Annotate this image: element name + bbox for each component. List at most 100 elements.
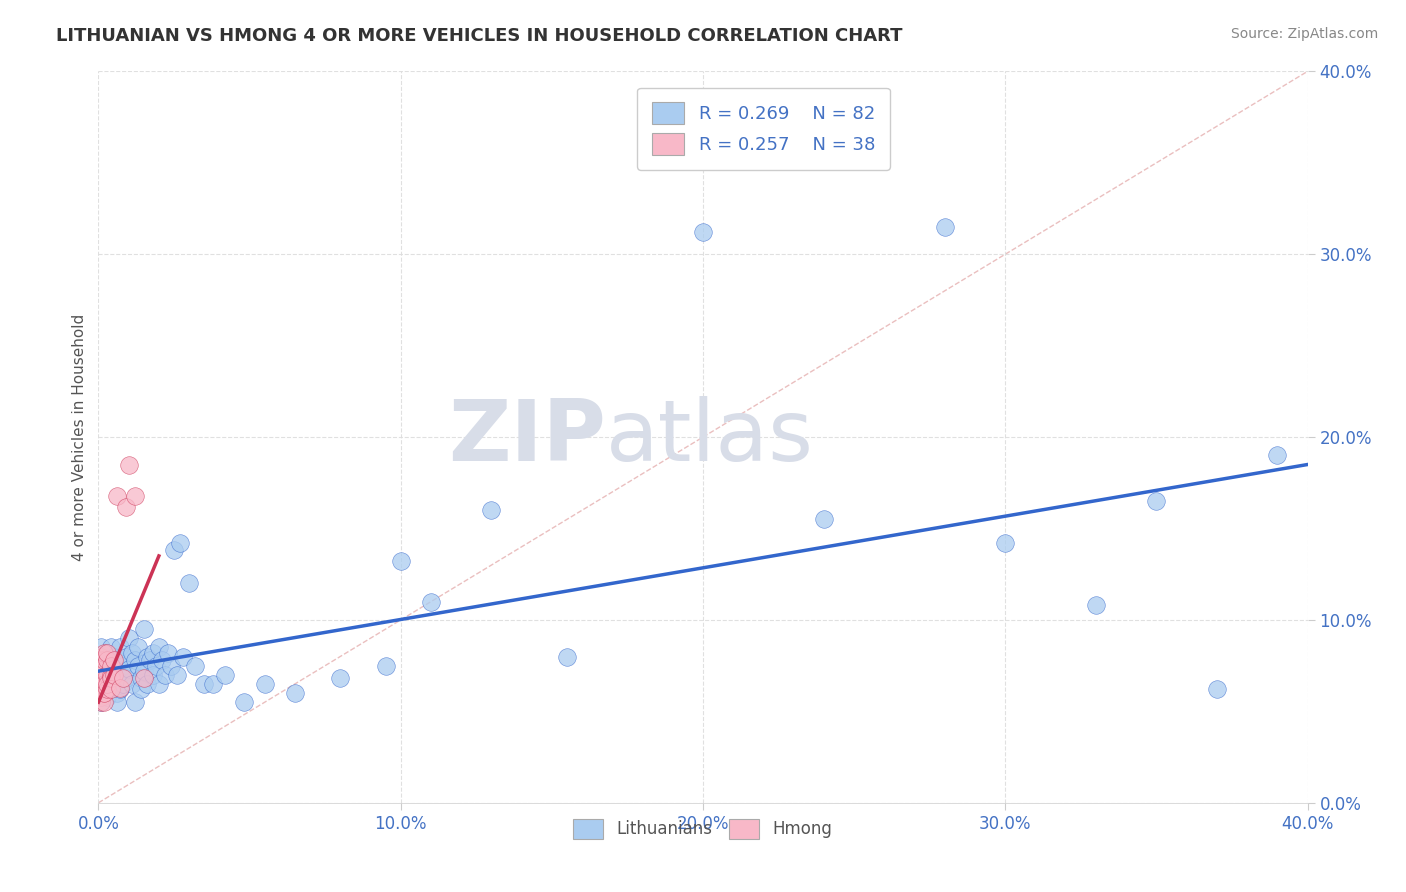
Point — [118, 662, 141, 676]
Point — [90, 695, 112, 709]
Point — [111, 677, 134, 691]
Point — [90, 649, 112, 664]
Point — [96, 677, 118, 691]
Point — [160, 658, 183, 673]
Text: Source: ZipAtlas.com: Source: ZipAtlas.com — [1230, 27, 1378, 41]
Point — [90, 658, 112, 673]
Point — [93, 672, 115, 686]
Point — [114, 500, 136, 514]
Point — [118, 458, 141, 472]
Point — [813, 512, 835, 526]
Point — [145, 658, 167, 673]
Point — [108, 640, 131, 655]
Point — [103, 667, 125, 681]
Point — [124, 489, 146, 503]
Point — [90, 695, 112, 709]
Point — [555, 649, 578, 664]
Point — [105, 686, 128, 700]
Point — [420, 594, 443, 608]
Point — [127, 640, 149, 655]
Point — [103, 667, 125, 681]
Point — [93, 649, 115, 664]
Point — [108, 667, 131, 681]
Point — [166, 667, 188, 681]
Point — [100, 658, 122, 673]
Point — [90, 653, 112, 667]
Point — [124, 653, 146, 667]
Point — [100, 672, 122, 686]
Point — [934, 219, 956, 234]
Point — [1267, 448, 1289, 462]
Point — [93, 653, 115, 667]
Point — [100, 658, 122, 673]
Point — [105, 653, 128, 667]
Point — [100, 640, 122, 655]
Point — [118, 632, 141, 646]
Point — [93, 681, 115, 695]
Point — [93, 664, 115, 678]
Point — [105, 489, 128, 503]
Point — [114, 672, 136, 686]
Point — [93, 695, 115, 709]
Point — [103, 677, 125, 691]
Point — [96, 667, 118, 681]
Point — [93, 672, 115, 686]
Point — [93, 686, 115, 700]
Point — [96, 653, 118, 667]
Point — [142, 667, 165, 681]
Point — [153, 667, 176, 681]
Point — [132, 672, 155, 686]
Point — [179, 576, 201, 591]
Point — [232, 695, 254, 709]
Point — [172, 649, 194, 664]
Point — [994, 536, 1017, 550]
Point — [156, 646, 179, 660]
Point — [96, 690, 118, 704]
Point — [132, 622, 155, 636]
Point — [169, 536, 191, 550]
Point — [103, 653, 125, 667]
Text: LITHUANIAN VS HMONG 4 OR MORE VEHICLES IN HOUSEHOLD CORRELATION CHART: LITHUANIAN VS HMONG 4 OR MORE VEHICLES I… — [56, 27, 903, 45]
Point — [96, 646, 118, 660]
Point — [253, 677, 276, 691]
Point — [121, 677, 143, 691]
Point — [148, 640, 170, 655]
Point — [100, 682, 122, 697]
Point — [93, 667, 115, 681]
Point — [374, 658, 396, 673]
Point — [111, 672, 134, 686]
Point — [150, 653, 173, 667]
Point — [163, 543, 186, 558]
Point — [100, 667, 122, 681]
Point — [127, 658, 149, 673]
Point — [90, 658, 112, 673]
Point — [124, 695, 146, 709]
Point — [135, 677, 157, 691]
Point — [90, 677, 112, 691]
Point — [108, 681, 131, 695]
Point — [111, 658, 134, 673]
Point — [93, 686, 115, 700]
Point — [284, 686, 307, 700]
Point — [90, 690, 112, 704]
Point — [135, 649, 157, 664]
Point — [202, 677, 225, 691]
Point — [93, 677, 115, 691]
Point — [148, 677, 170, 691]
Point — [692, 225, 714, 239]
Text: atlas: atlas — [606, 395, 814, 479]
Point — [90, 640, 112, 655]
Point — [1144, 494, 1167, 508]
Point — [100, 682, 122, 697]
Point — [184, 658, 207, 673]
Y-axis label: 4 or more Vehicles in Household: 4 or more Vehicles in Household — [72, 313, 87, 561]
Point — [90, 667, 112, 681]
Point — [114, 649, 136, 664]
Point — [132, 664, 155, 678]
Point — [93, 686, 115, 700]
Point — [90, 681, 112, 695]
Point — [96, 653, 118, 667]
Point — [139, 653, 162, 667]
Point — [100, 672, 122, 686]
Point — [96, 677, 118, 691]
